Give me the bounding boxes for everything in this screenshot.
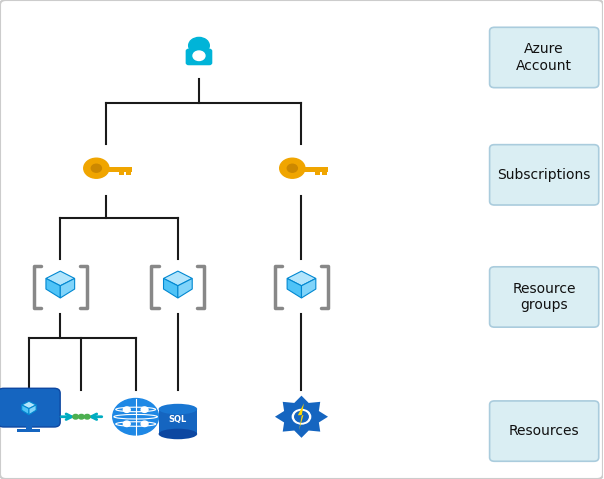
Bar	[25, 422, 33, 430]
Text: Resources: Resources	[509, 424, 579, 438]
Bar	[159, 409, 197, 434]
Circle shape	[123, 421, 130, 426]
Circle shape	[91, 164, 101, 172]
Circle shape	[113, 399, 159, 435]
Polygon shape	[22, 405, 29, 415]
Bar	[298, 167, 328, 172]
Circle shape	[295, 411, 308, 422]
FancyBboxPatch shape	[490, 27, 599, 88]
Polygon shape	[178, 278, 192, 298]
Circle shape	[193, 51, 205, 60]
Bar	[119, 171, 124, 174]
Bar	[315, 171, 320, 174]
Ellipse shape	[159, 429, 197, 439]
Polygon shape	[60, 278, 75, 298]
Polygon shape	[287, 278, 301, 298]
Polygon shape	[22, 401, 36, 409]
Polygon shape	[298, 403, 304, 430]
Polygon shape	[301, 278, 316, 298]
Text: SQL: SQL	[169, 415, 187, 424]
FancyBboxPatch shape	[0, 388, 60, 427]
Circle shape	[72, 414, 79, 419]
Polygon shape	[46, 271, 75, 286]
Circle shape	[141, 421, 148, 426]
Polygon shape	[46, 278, 60, 298]
Bar	[322, 171, 327, 174]
Text: Azure
Account: Azure Account	[516, 42, 572, 73]
Polygon shape	[275, 396, 328, 438]
FancyBboxPatch shape	[490, 267, 599, 327]
Circle shape	[280, 158, 305, 178]
Circle shape	[85, 414, 90, 419]
Circle shape	[84, 158, 109, 178]
Text: Resource
groups: Resource groups	[512, 282, 576, 312]
Polygon shape	[29, 405, 36, 415]
Polygon shape	[164, 271, 192, 286]
Circle shape	[288, 164, 297, 172]
FancyBboxPatch shape	[490, 401, 599, 461]
Circle shape	[141, 407, 148, 412]
Bar	[18, 429, 40, 432]
Polygon shape	[164, 278, 178, 298]
Ellipse shape	[159, 404, 197, 414]
FancyBboxPatch shape	[185, 49, 212, 65]
Polygon shape	[287, 271, 316, 286]
Circle shape	[292, 410, 310, 424]
FancyBboxPatch shape	[490, 145, 599, 205]
Bar	[102, 167, 132, 172]
Circle shape	[79, 414, 85, 419]
Text: Subscriptions: Subscriptions	[498, 168, 591, 182]
Bar	[126, 171, 131, 174]
Circle shape	[188, 37, 209, 54]
Circle shape	[123, 407, 130, 412]
